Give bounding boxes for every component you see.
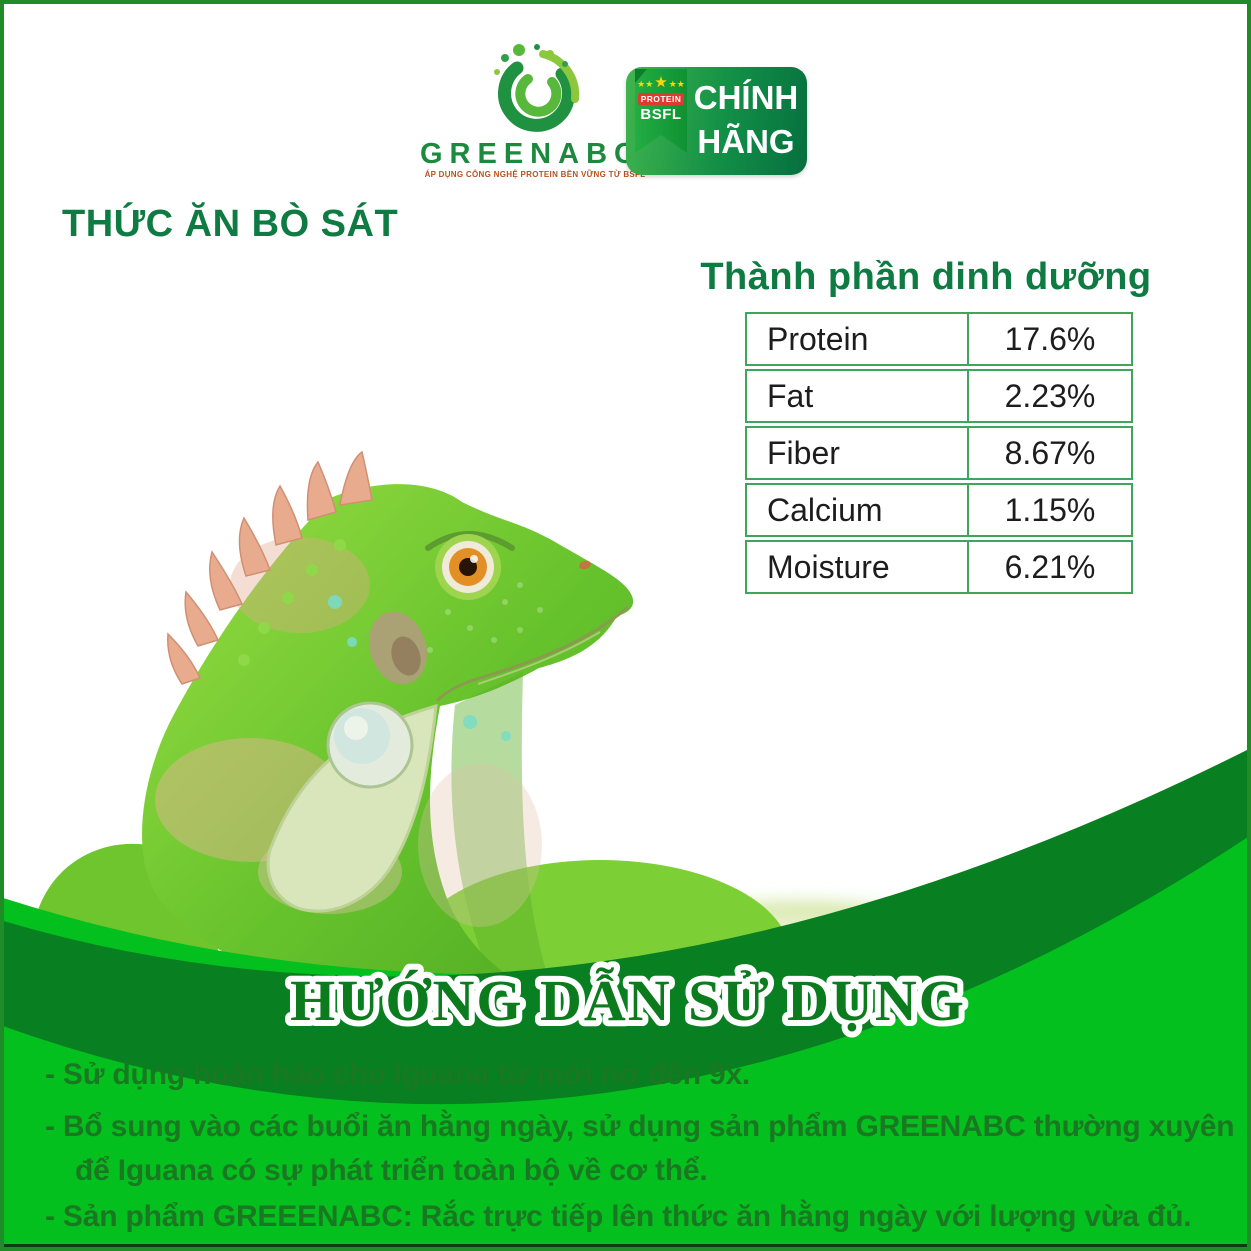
- badge-protein-label: PROTEIN: [638, 93, 684, 105]
- nutrient-label: Protein: [745, 312, 967, 366]
- badge-bsfl-label: BSFL: [640, 106, 682, 123]
- table-row: Calcium 1.15%: [745, 483, 1133, 537]
- product-title: THỨC ĂN BÒ SÁT: [62, 203, 399, 245]
- usage-bullet-3: - Sản phẩm GREEENABC: Rắc trực tiếp lên …: [45, 1200, 1192, 1233]
- five-stars-icon: ★★ ★ ★★: [637, 74, 685, 91]
- nutrient-value: 17.6%: [967, 312, 1133, 366]
- badge-ribbon-content: ★★ ★ ★★ PROTEIN BSFL: [635, 75, 687, 123]
- nutrition-heading: Thành phần dinh dưỡng: [700, 256, 1152, 298]
- wave-dark-green-band: [0, 748, 1251, 1105]
- nutrient-value: 8.67%: [967, 426, 1133, 480]
- usage-bullet-1: - Sử dụng hoàn hảo cho Iguana từ mới nở …: [45, 1058, 751, 1091]
- nutrient-label: Calcium: [745, 483, 967, 537]
- usage-bullet-2: - Bổ sung vào các buổi ăn hằng ngày, sử …: [45, 1110, 1235, 1143]
- iguana-crest-spikes: [167, 450, 373, 685]
- authentic-badge: ★★ ★ ★★ PROTEIN BSFL CHÍNH HÃNG: [626, 67, 807, 175]
- iguana-cheek-shield: [326, 701, 414, 789]
- nutrient-label: Fat: [745, 369, 967, 423]
- badge-ribbon-icon: [635, 69, 687, 153]
- logo-swirl-icon: [494, 44, 580, 132]
- nutrient-label: Moisture: [745, 540, 967, 594]
- nutrient-value: 6.21%: [967, 540, 1133, 594]
- nutrient-label: Fiber: [745, 426, 967, 480]
- nutrient-value: 2.23%: [967, 369, 1133, 423]
- nutrient-value: 1.15%: [967, 483, 1133, 537]
- bottom-dark-strip: [0, 1244, 1251, 1251]
- table-row: Protein 17.6%: [745, 312, 1133, 366]
- usage-bullet-2-continued: để Iguana có sự phát triển toàn bộ về cơ…: [75, 1154, 708, 1187]
- nutrition-table: Protein 17.6% Fat 2.23% Fiber 8.67% Calc…: [745, 312, 1133, 594]
- iguana-scale-bumps: [238, 539, 511, 741]
- table-row: Fat 2.23%: [745, 369, 1133, 423]
- brand-tagline: ÁP DỤNG CÔNG NGHỆ PROTEIN BỀN VỮNG TỪ BS…: [424, 170, 646, 179]
- iguana-tympanum: [369, 611, 427, 685]
- table-row: Fiber 8.67%: [745, 426, 1133, 480]
- usage-heading: HƯỚNG DẪN SỬ DỤNG: [290, 968, 966, 1033]
- iguana-snout: [435, 560, 629, 703]
- badge-authentic-label: CHÍNH HÃNG: [693, 79, 799, 160]
- iguana-speckles: [427, 582, 543, 653]
- iguana-chest-shadow: [451, 672, 556, 1000]
- iguana-eye: [425, 531, 515, 600]
- table-row: Moisture 6.21%: [745, 540, 1133, 594]
- brand-name: GREENABCTM: [420, 138, 658, 171]
- usage-heading-banner: HƯỚNG DẪN SỬ DỤNG: [284, 962, 970, 1039]
